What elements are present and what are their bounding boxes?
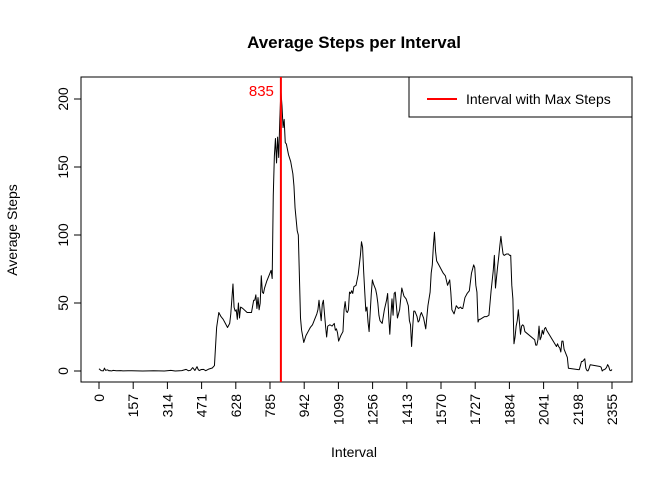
chart-title: Average Steps per Interval bbox=[247, 33, 461, 52]
x-axis-label: Interval bbox=[331, 444, 377, 460]
x-tick-label: 471 bbox=[194, 394, 210, 418]
y-tick-label: 50 bbox=[55, 295, 71, 311]
y-tick-label: 150 bbox=[55, 155, 71, 179]
x-tick-label: 1099 bbox=[330, 394, 346, 425]
x-tick-label: 1570 bbox=[433, 394, 449, 425]
series-line bbox=[98, 90, 613, 372]
series-layer bbox=[98, 90, 613, 372]
legend-label: Interval with Max Steps bbox=[466, 91, 611, 107]
x-tick-label: 2041 bbox=[536, 394, 552, 425]
y-tick-label: 0 bbox=[55, 367, 71, 375]
y-tick-label: 200 bbox=[55, 87, 71, 111]
x-tick-label: 1727 bbox=[467, 394, 483, 425]
y-axis-label: Average Steps bbox=[4, 184, 20, 276]
legend-box bbox=[408, 76, 633, 118]
y-axis: 0 50 100 150 200 bbox=[55, 87, 82, 375]
max-annotation: 835 bbox=[249, 77, 282, 382]
x-tick-label: 942 bbox=[296, 394, 312, 418]
x-tick-label: 157 bbox=[125, 394, 141, 418]
y-tick-label: 100 bbox=[55, 223, 71, 247]
legend: Interval with Max Steps bbox=[408, 76, 633, 118]
x-tick-label: 628 bbox=[228, 394, 244, 418]
x-tick-label: 1413 bbox=[399, 394, 415, 425]
x-tick-label: 785 bbox=[262, 394, 278, 418]
x-tick-label: 0 bbox=[91, 394, 107, 402]
x-tick-label: 1884 bbox=[501, 394, 517, 425]
x-tick-label: 1256 bbox=[365, 394, 381, 425]
x-tick-label: 314 bbox=[159, 394, 175, 418]
x-tick-label: 2198 bbox=[570, 394, 586, 425]
x-tick-label: 2355 bbox=[604, 394, 620, 425]
x-axis: 0 157 314 471 628 785 942 1099 1256 1413 1570 1727 1… bbox=[91, 381, 620, 425]
max-interval-label: 835 bbox=[249, 83, 274, 100]
plot-area bbox=[80, 76, 633, 383]
